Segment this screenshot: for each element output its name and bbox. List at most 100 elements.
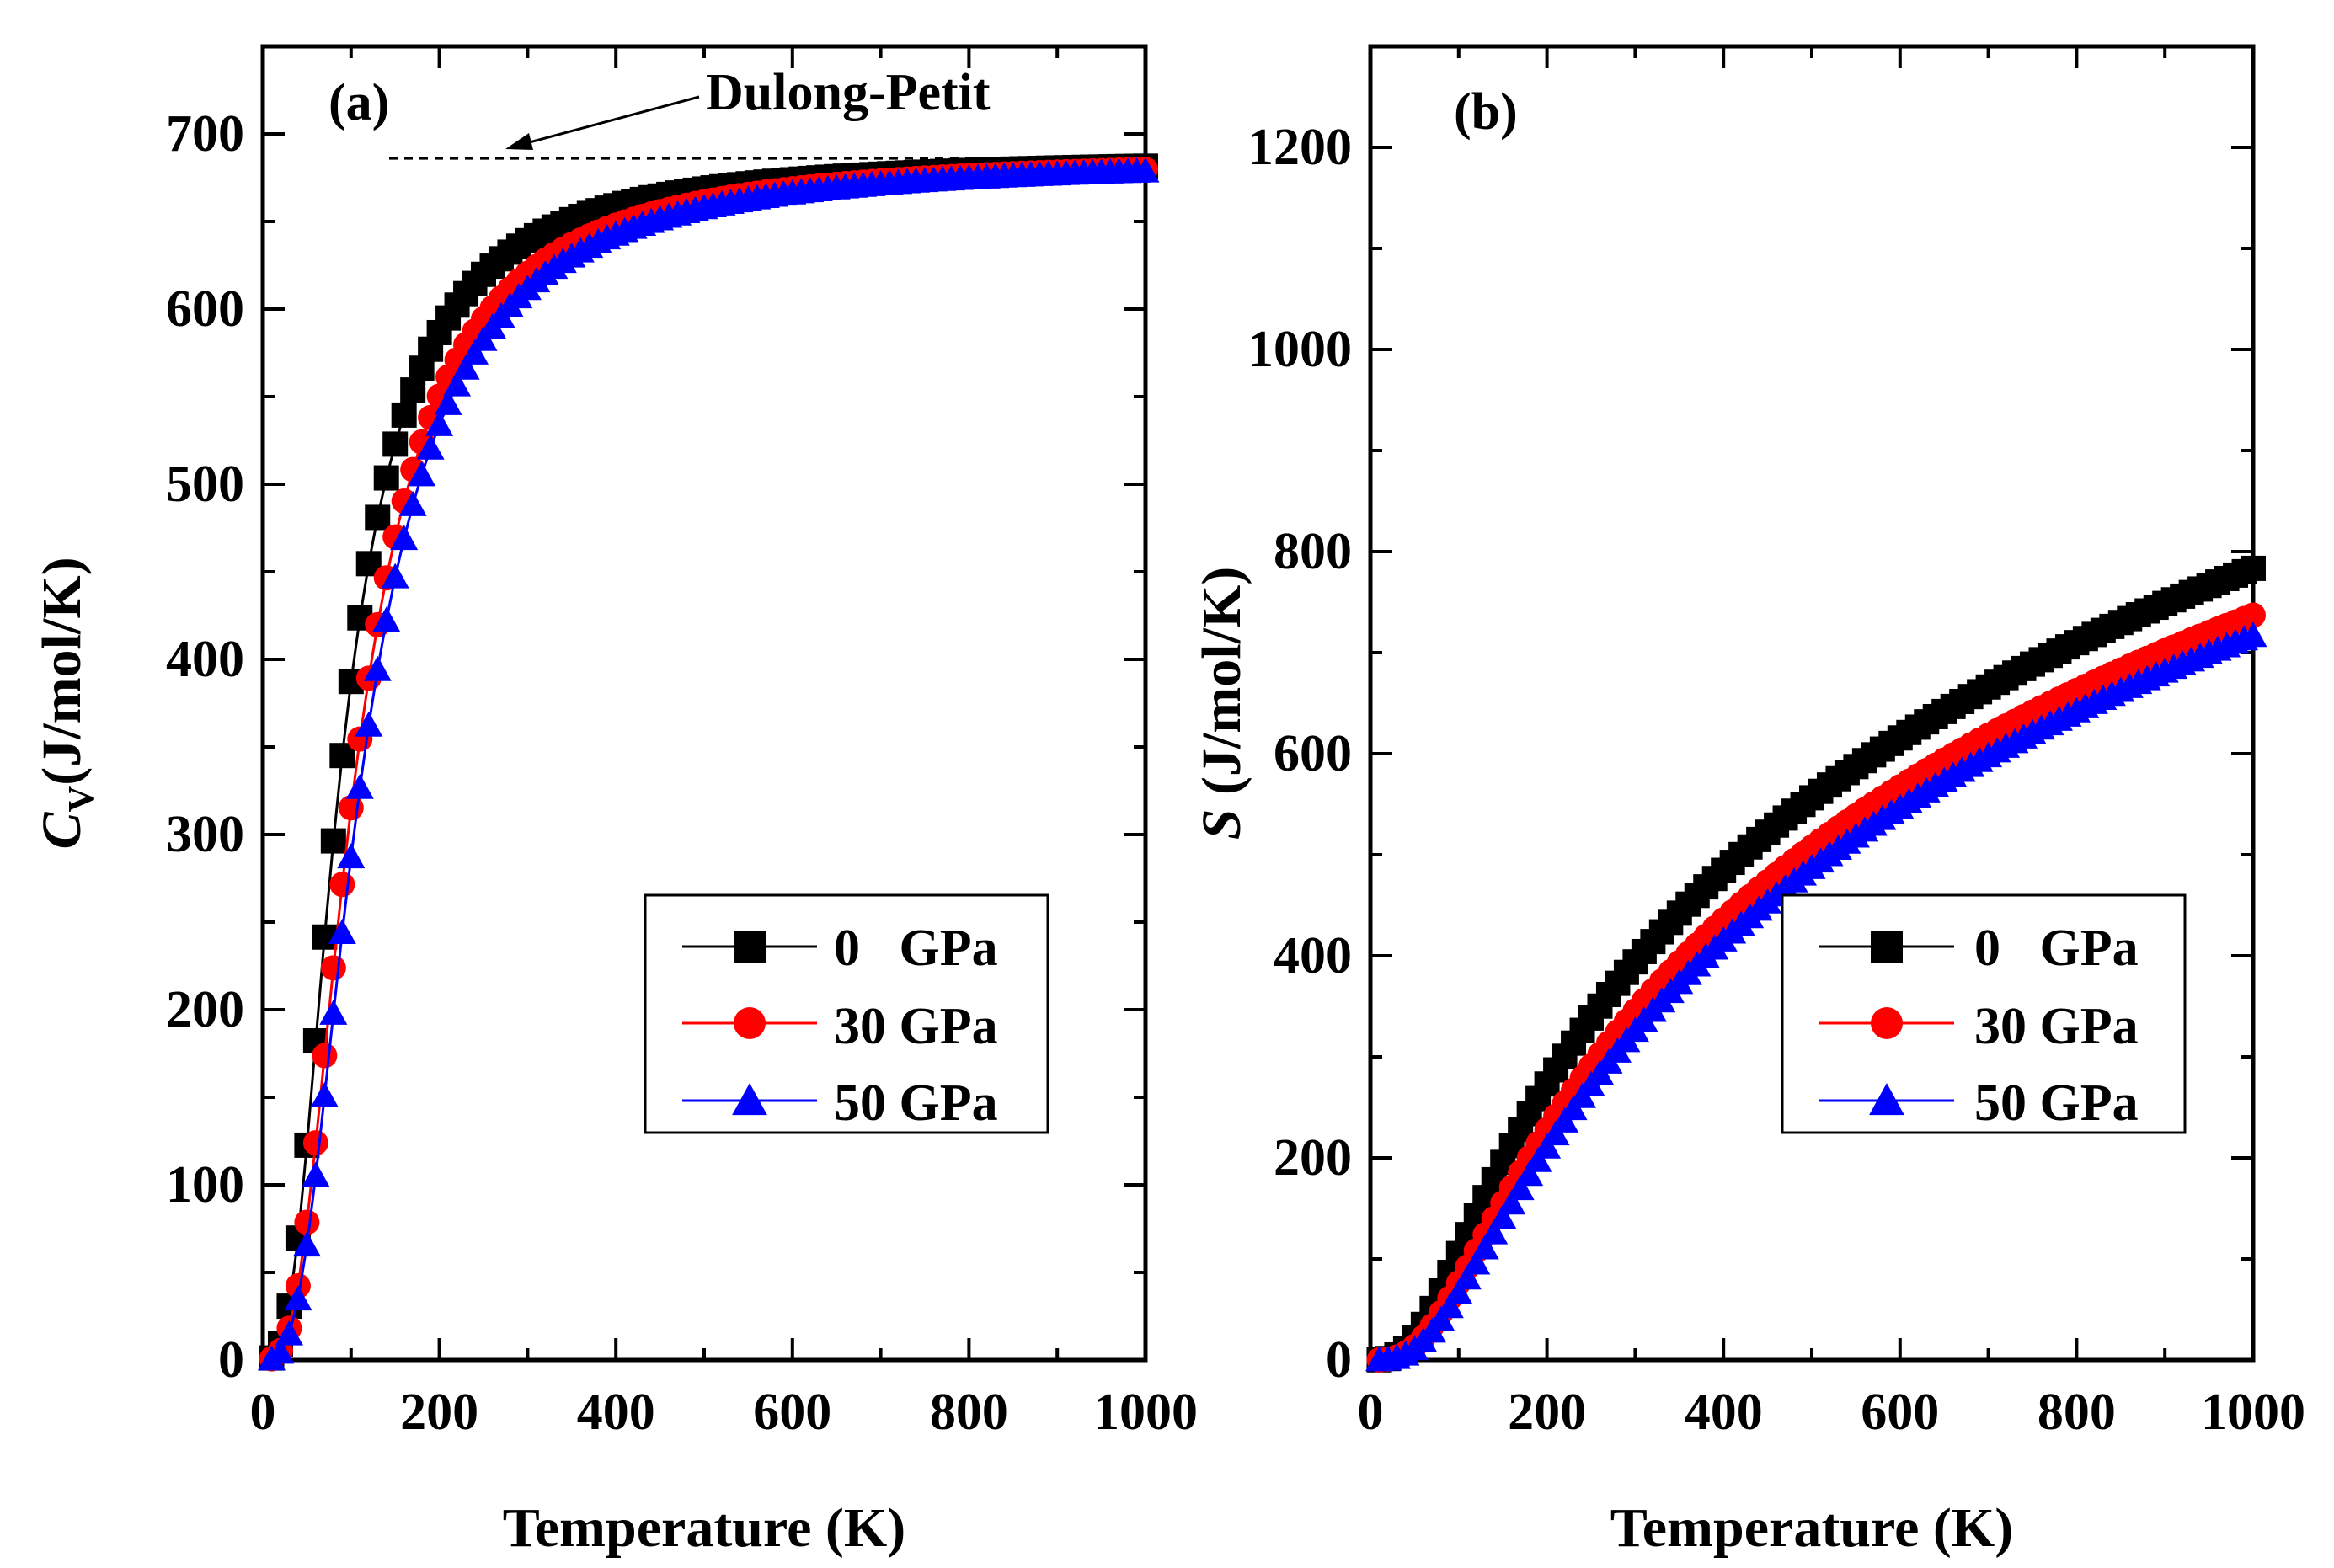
series-2-point <box>1533 1133 1562 1159</box>
series-2-point <box>398 490 427 516</box>
series-1-point <box>312 1043 338 1069</box>
series-2-point <box>266 1338 295 1364</box>
x-tick-label: 600 <box>753 1384 831 1441</box>
series-2-point <box>1471 1234 1499 1260</box>
x-tick-label: 200 <box>1508 1384 1586 1441</box>
series-2-point <box>2239 621 2267 648</box>
series-2-point <box>284 1285 312 1311</box>
series-2-point <box>292 1231 321 1257</box>
series-2-point <box>1435 1293 1464 1319</box>
panel-a-legend-label-2: 50 GPa <box>834 1075 998 1132</box>
series-2-point <box>1506 1175 1535 1201</box>
series-0-point <box>365 504 391 531</box>
series-2-point <box>1427 1305 1455 1331</box>
legend-marker-2 <box>1869 1083 1904 1116</box>
y-tick-label: 100 <box>166 1156 244 1213</box>
y-tick-label: 0 <box>218 1331 244 1389</box>
panel-b-marks <box>1365 555 2267 1373</box>
dulong-petit-arrowhead <box>505 133 533 150</box>
series-2-point <box>461 339 489 365</box>
series-2-point <box>319 999 348 1025</box>
dulong-petit-arrow <box>513 95 700 148</box>
series-2-point <box>1488 1203 1517 1229</box>
panel-a-marks <box>257 95 1160 1372</box>
panel-a-y-title-rest: (J/mol/K) <box>31 557 93 785</box>
series-2-point <box>372 606 401 632</box>
panel-b-legend-label-1: 30 GPa <box>1974 998 2139 1055</box>
series-2-point <box>1515 1160 1544 1187</box>
series-2-point <box>390 525 419 551</box>
panel-b-legend-label-0: 0 GPa <box>1974 920 2139 977</box>
panel-b-y-axis-title: S (J/mol/K) <box>1191 567 1252 840</box>
y-tick-label: 400 <box>1274 927 1352 984</box>
legend-marker-1 <box>1871 1007 1903 1039</box>
series-1-point <box>294 1209 320 1235</box>
series-0-point <box>400 377 426 403</box>
panel-a-y-axis-title: CV(J/mol/K) <box>31 557 102 849</box>
panel-b-legend: 0 GPa 30 GPa 50 GPa <box>1781 893 2187 1134</box>
x-tick-label: 200 <box>400 1384 478 1441</box>
series-0-point <box>382 431 409 457</box>
series-2-point <box>1445 1278 1473 1304</box>
series-2-point <box>1453 1264 1482 1290</box>
series-1-line <box>270 168 1146 1360</box>
legend-marker-1 <box>734 1007 766 1039</box>
series-2-point <box>434 389 462 415</box>
y-tick-label: 200 <box>1274 1129 1352 1187</box>
series-2-point <box>337 843 366 869</box>
panel-b-axes: 0 200 400 600 800 1000 0 200 400 600 800 1000 1200 <box>1247 45 2305 1441</box>
series-1-point <box>302 1130 328 1156</box>
series-0-point <box>320 828 346 854</box>
legend-marker-0 <box>1871 931 1903 963</box>
series-2-point <box>416 434 445 460</box>
y-tick-label: 1000 <box>1247 321 1352 378</box>
panel-a-x-axis-title: Temperature (K) <box>503 1497 905 1559</box>
y-tick-label: 600 <box>1274 725 1352 782</box>
legend-marker-0 <box>734 931 766 963</box>
series-1-point <box>338 795 364 821</box>
panel-a-legend-label-0: 0 GPa <box>834 920 998 977</box>
panel-a-legend-label-1: 30 GPa <box>834 998 998 1055</box>
series-1-point <box>320 955 346 981</box>
series-2-point <box>443 371 472 397</box>
x-tick-label: 1000 <box>1093 1384 1198 1441</box>
series-2-point <box>1541 1120 1570 1146</box>
series-0-point <box>2241 555 2266 581</box>
series-2 <box>257 157 1160 1371</box>
series-2-point <box>1498 1189 1526 1215</box>
series-1-point <box>2241 602 2266 628</box>
series-0-line <box>270 164 1146 1359</box>
series-2-point <box>1480 1219 1509 1245</box>
x-tick-label: 0 <box>250 1384 276 1441</box>
x-tick-label: 0 <box>1358 1384 1384 1441</box>
panel-a-axes: 0 200 400 600 800 1000 0 100 200 300 400 500 600 700 <box>166 45 1198 1441</box>
series-2 <box>1365 621 2267 1372</box>
y-tick-label: 800 <box>1274 523 1352 580</box>
panel-a-y-title-sub: V <box>61 786 102 813</box>
x-tick-label: 800 <box>2038 1384 2116 1441</box>
y-tick-label: 0 <box>1326 1331 1352 1389</box>
series-2-point <box>355 711 383 737</box>
series-2-point <box>408 461 436 487</box>
series-2-point <box>328 919 356 945</box>
panel-a-legend-box <box>644 893 1049 1134</box>
series-2-point <box>381 563 409 589</box>
series-2-point <box>425 410 454 436</box>
x-tick-label: 400 <box>577 1384 655 1441</box>
y-tick-label: 500 <box>166 456 244 513</box>
panel-b-legend-label-2: 50 GPa <box>1974 1075 2139 1132</box>
series-2-point <box>1524 1146 1552 1172</box>
series-2-line <box>270 169 1146 1361</box>
panel-a-legend: 0 GPa 30 GPa 50 GPa <box>644 893 1049 1134</box>
series-0 <box>259 153 1158 1371</box>
y-tick-label: 200 <box>166 981 244 1038</box>
legend-marker-2 <box>732 1083 767 1116</box>
y-tick-label: 400 <box>166 631 244 688</box>
panel-b-y-title-rest: (J/mol/K) <box>1191 567 1252 809</box>
panel-a-y-title-main: C <box>31 812 93 850</box>
series-2-point <box>310 1081 339 1107</box>
panel-b-x-axis-title: Temperature (K) <box>1610 1497 2013 1559</box>
y-tick-label: 700 <box>166 105 244 163</box>
series-2-point <box>1462 1249 1491 1275</box>
series-2-point <box>451 354 480 380</box>
